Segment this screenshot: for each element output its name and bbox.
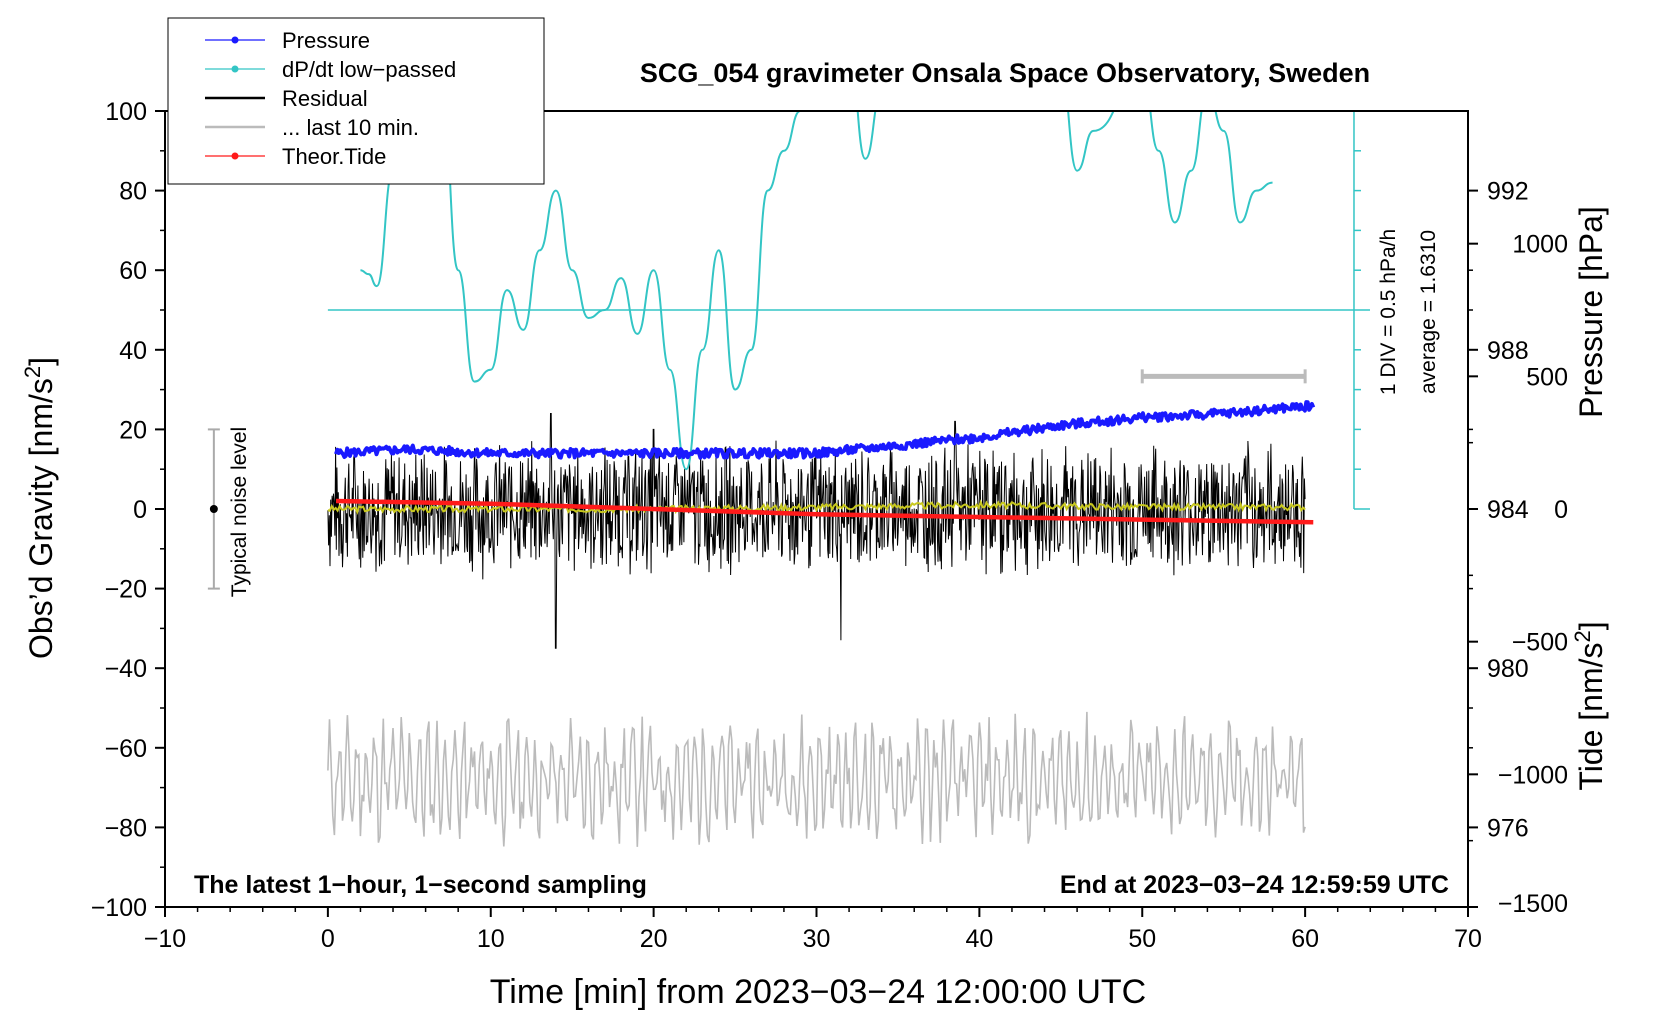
- legend-label: ... last 10 min.: [282, 115, 419, 140]
- y-tick-label: 100: [105, 98, 147, 126]
- residual-group: [327, 413, 1306, 649]
- residual-line: [327, 413, 1306, 649]
- x-tick-label: 70: [1454, 925, 1482, 953]
- last-10-min-group: [327, 711, 1306, 847]
- x-tick-label: 40: [965, 925, 993, 953]
- average-label: average = 1.6310: [1417, 230, 1440, 394]
- plot-series: [327, 110, 1370, 847]
- y-tick-label: 40: [119, 337, 147, 365]
- y-tick-label: −80: [105, 814, 147, 842]
- y-tick-label: −100: [91, 894, 147, 922]
- legend: Pressure dP/dt low−passed Residual ... last…: [167, 17, 545, 185]
- tide-tick-label: −500: [1512, 629, 1568, 657]
- y-axis-label-tide: Tide [nm/s2]: [1570, 621, 1609, 790]
- y-tick-label: 0: [133, 496, 147, 524]
- tide-tick-label: −1500: [1498, 890, 1568, 918]
- x-tick-label: 0: [321, 925, 335, 953]
- x-tick-label: −10: [144, 925, 186, 953]
- pressure-tick-label: 988: [1487, 337, 1529, 365]
- legend-label: Residual: [282, 86, 368, 111]
- y-tick-label: −60: [105, 735, 147, 763]
- dpdt-group: [360, 111, 1273, 471]
- div-scale-label: 1 DIV = 0.5 hPa/h: [1377, 229, 1400, 395]
- pressure-tick-label: 992: [1487, 178, 1529, 206]
- annotation-bottom-left: The latest 1−hour, 1−second sampling: [194, 871, 647, 899]
- pressure-tick-label: 980: [1487, 655, 1529, 683]
- noise-center-dot: [209, 505, 218, 513]
- y-axis-label-left: Obs’d Gravity [nm/s2]: [20, 357, 59, 659]
- noise-indicator: [207, 428, 220, 590]
- x-tick-label: 30: [803, 925, 831, 953]
- tide-line: [335, 498, 1314, 525]
- y-tick-label: −20: [105, 576, 147, 604]
- x-tick-label: 60: [1291, 925, 1319, 953]
- tide-tick-label: 1000: [1512, 231, 1568, 259]
- x-tick-label: 50: [1128, 925, 1156, 953]
- residual-smoothed-line: [327, 499, 1306, 515]
- x-tick-label: 10: [477, 925, 505, 953]
- tide-tick-label: 0: [1554, 496, 1568, 524]
- y-tick-label: 20: [119, 416, 147, 444]
- y-tick-label: −40: [105, 655, 147, 683]
- x-axis-label: Time [min] from 2023−03−24 12:00:00 UTC: [490, 973, 1146, 1011]
- legend-label: Theor.Tide: [282, 144, 386, 169]
- pressure-tick-label: 984: [1487, 496, 1529, 524]
- tide-tick-label: 500: [1526, 363, 1568, 391]
- noise-label: Typical noise level: [228, 427, 251, 597]
- tide-tick-label: −1000: [1498, 761, 1568, 789]
- dpdt-line: [360, 111, 1273, 471]
- legend-label: Pressure: [282, 28, 370, 53]
- pressure-line: [334, 400, 1316, 460]
- pressure-tick-label: 976: [1487, 814, 1529, 842]
- axes: −10 0 10 20 30 40 50 60 70100806040200−20−40−60−…: [91, 98, 1568, 953]
- legend-marker: [231, 152, 239, 160]
- x-tick-label: 20: [640, 925, 668, 953]
- y-axis-label-pressure: Pressure [hPa]: [1573, 206, 1609, 418]
- annotation-bottom-right: End at 2023−03−24 12:59:59 UTC: [1060, 871, 1449, 899]
- last-10-min-line: [327, 711, 1306, 847]
- y-tick-label: 80: [119, 178, 147, 206]
- legend-marker: [231, 36, 239, 44]
- legend-label: dP/dt low−passed: [282, 57, 456, 82]
- y-tick-label: 60: [119, 257, 147, 285]
- legend-marker: [231, 65, 239, 73]
- chart-title: SCG_054 gravimeter Onsala Space Observat…: [640, 58, 1370, 88]
